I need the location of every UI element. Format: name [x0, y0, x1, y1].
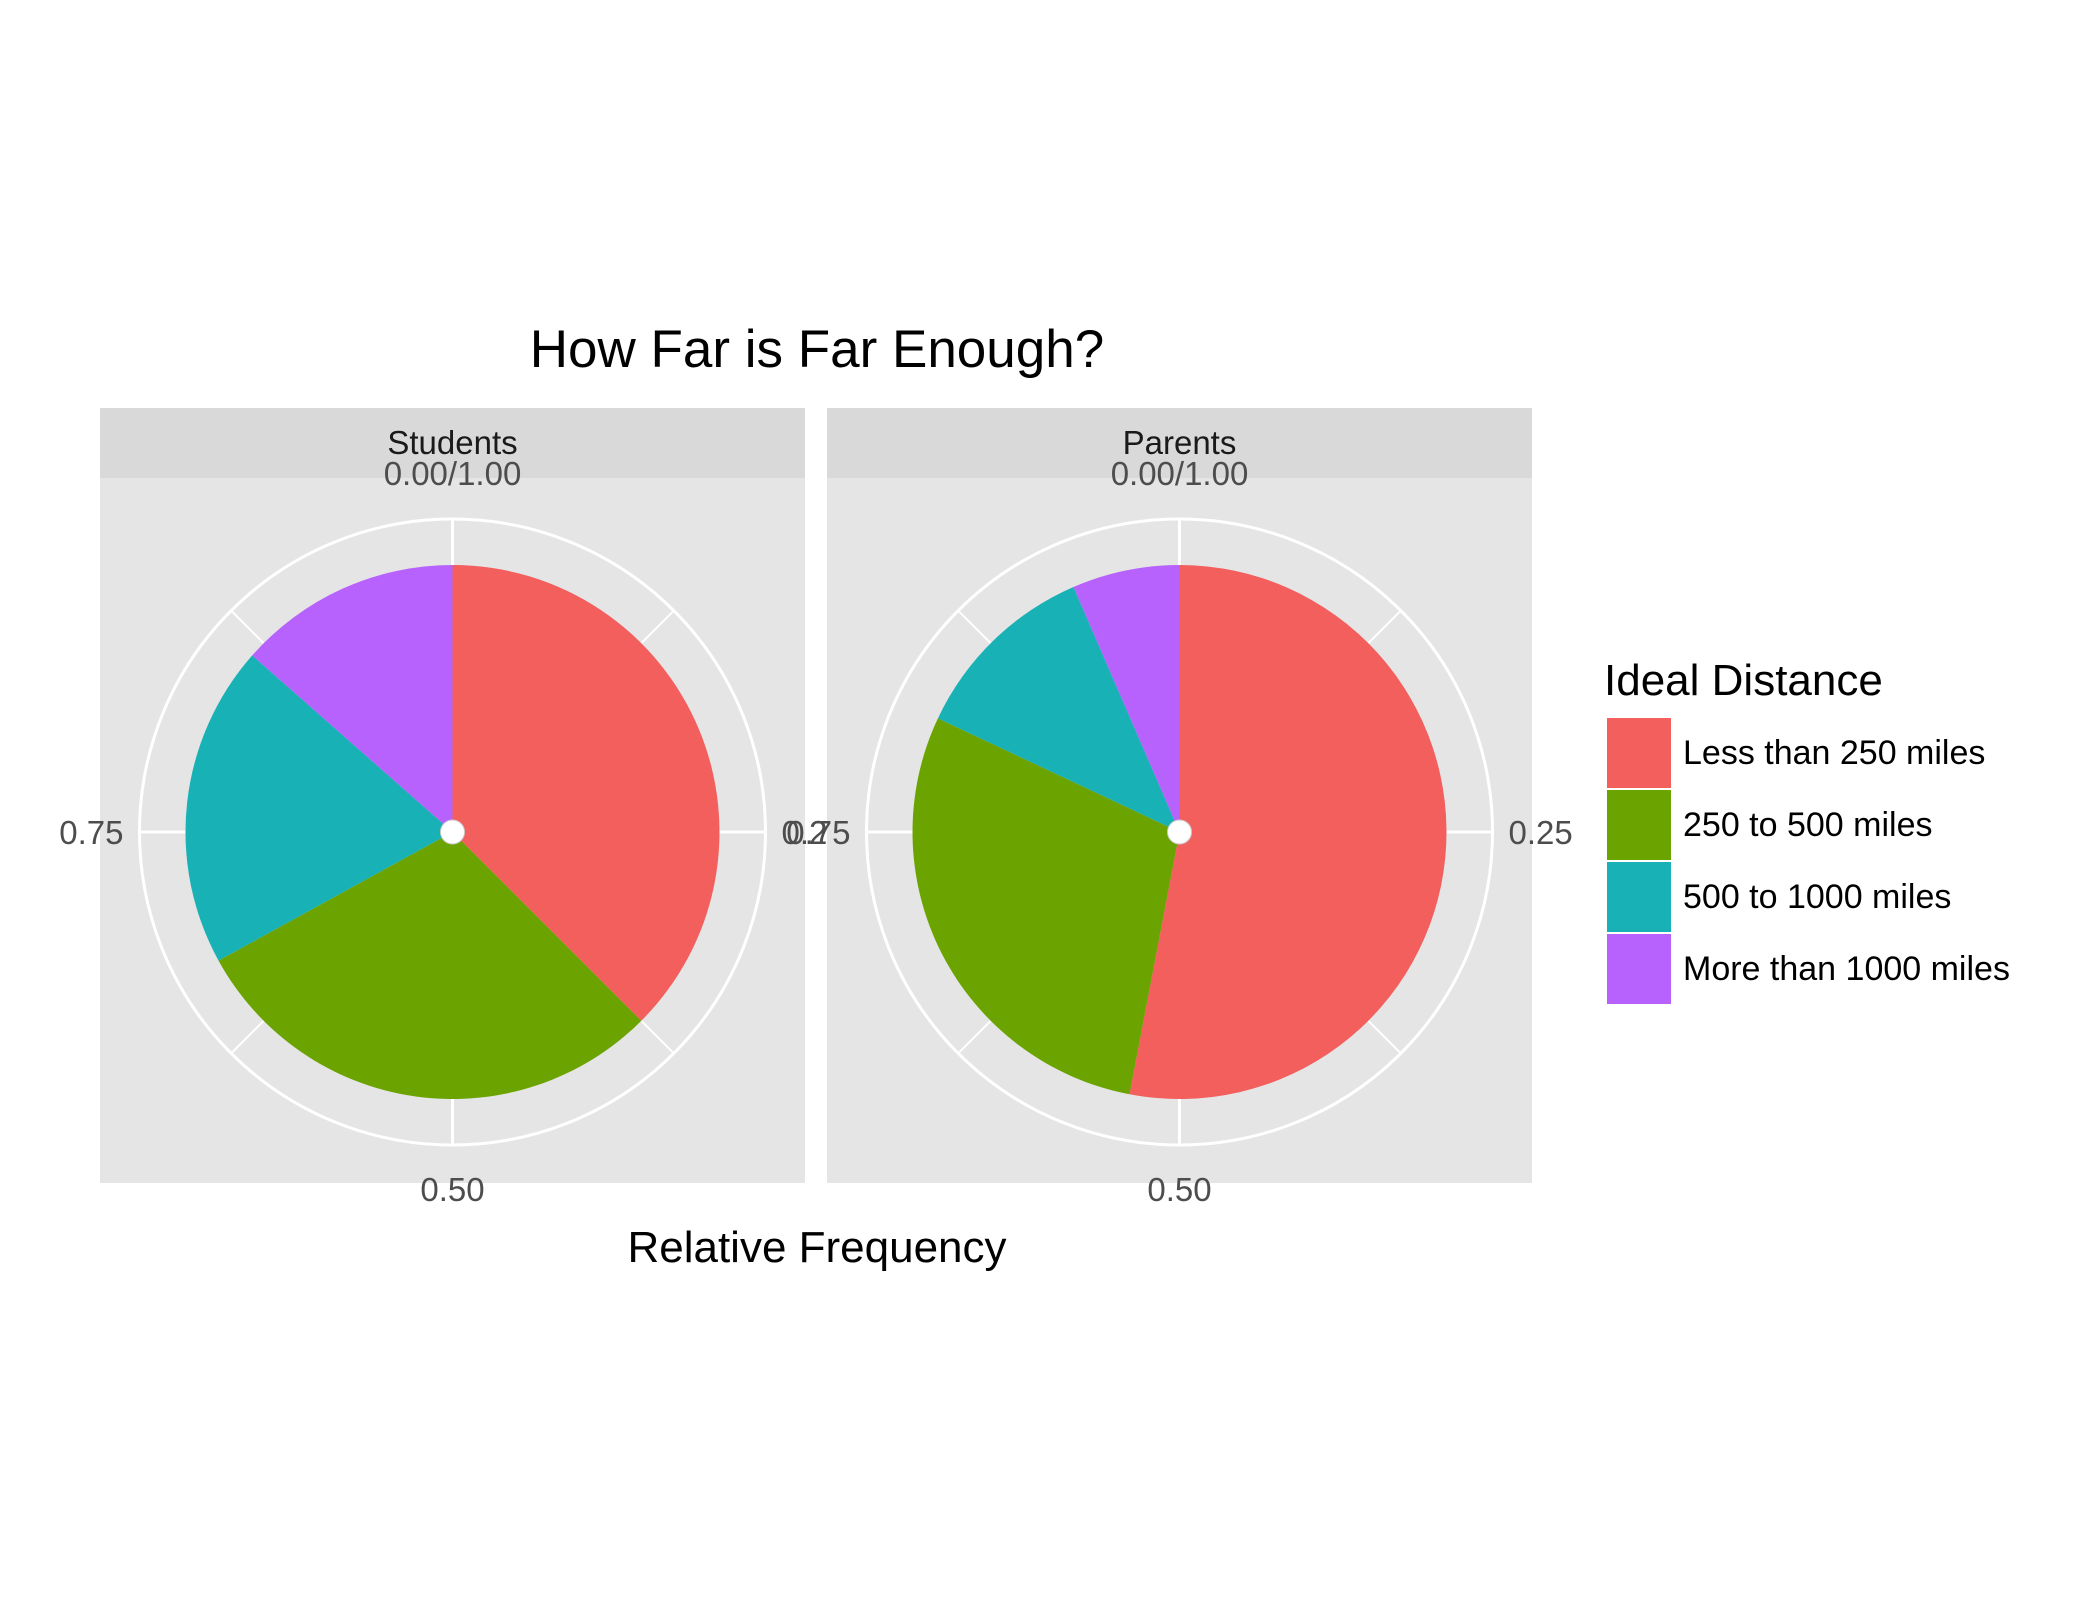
grid-tick — [230, 609, 265, 644]
grid-tick — [957, 1020, 992, 1055]
axis-tick-label: 0.50 — [1147, 1171, 1211, 1208]
pie-center — [1167, 819, 1192, 845]
grid-tick — [230, 1020, 265, 1055]
legend-label: 250 to 500 miles — [1683, 806, 1933, 844]
facet-strip-label: Students — [387, 424, 517, 461]
pie-center — [440, 819, 465, 845]
grid-tick — [640, 609, 675, 644]
axis-tick-label: 0.25 — [1509, 814, 1573, 851]
legend-key — [1607, 718, 1671, 788]
grid-tick — [1367, 1020, 1402, 1055]
axis-tick-label: 0.75 — [786, 814, 850, 851]
legend: Ideal Distance Less than 250 miles 250 to… — [1604, 656, 2010, 1004]
legend-label: 500 to 1000 miles — [1683, 878, 1951, 916]
pie-slice-more-than-1000-miles — [252, 565, 453, 832]
facet-strip — [100, 408, 805, 478]
pie-slice-500-to-1000-miles — [937, 586, 1180, 832]
axis-tick-label: 0.50 — [420, 1171, 484, 1208]
pie-slice-250-to-500-miles — [912, 718, 1180, 1095]
legend-key — [1607, 790, 1671, 860]
legend-item-more-than-1000-miles: More than 1000 miles — [1607, 934, 2010, 1004]
axis-tick-label: 0.75 — [59, 814, 123, 851]
chart-title: How Far is Far Enough? — [530, 320, 1104, 379]
legend-item-less-than-250-miles: Less than 250 miles — [1607, 718, 1985, 788]
pie-slice-more-than-1000-miles — [1073, 565, 1180, 832]
legend-key — [1607, 934, 1671, 1004]
facet-panels: Students0.00/1.000.250.500.75Parents0.00… — [59, 408, 1573, 1208]
legend-item-500-to-1000-miles: 500 to 1000 miles — [1607, 862, 1951, 932]
legend-key — [1607, 862, 1671, 932]
grid-tick — [640, 1020, 675, 1055]
pie-slice-250-to-500-miles — [218, 832, 642, 1099]
axis-tick-label: 0.00/1.00 — [384, 455, 522, 492]
pie-slice-less-than-250-miles — [1129, 565, 1447, 1099]
legend-label: Less than 250 miles — [1683, 734, 1985, 772]
legend-items: Less than 250 miles 250 to 500 miles 500 t… — [1607, 718, 2010, 1004]
axis-tick-label: 0.00/1.00 — [1111, 455, 1249, 492]
pie-slice-500-to-1000-miles — [185, 655, 453, 961]
legend-title: Ideal Distance — [1604, 656, 1883, 705]
x-axis-label: Relative Frequency — [627, 1223, 1006, 1272]
grid-tick — [1367, 609, 1402, 644]
legend-label: More than 1000 miles — [1683, 950, 2010, 988]
facet-strip-label: Parents — [1123, 424, 1237, 461]
grid-tick — [957, 609, 992, 644]
pie-slice-less-than-250-miles — [452, 565, 720, 1021]
legend-item-250-to-500-miles: 250 to 500 miles — [1607, 790, 1933, 860]
facet-strip — [827, 408, 1532, 478]
